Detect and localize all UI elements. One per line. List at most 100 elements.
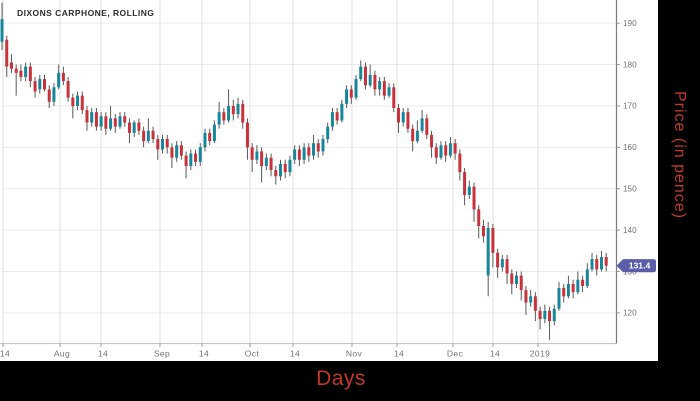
candle-body-down bbox=[463, 172, 467, 195]
candle-body-up bbox=[161, 139, 164, 150]
candle bbox=[33, 76, 37, 98]
candle bbox=[420, 110, 424, 133]
candle-body-down bbox=[94, 112, 98, 127]
candle bbox=[198, 143, 202, 166]
axes: 19018017016015014013012014Aug14Sep14Oct1… bbox=[0, 0, 637, 359]
candle-body-up bbox=[146, 130, 150, 142]
candle-body-down bbox=[562, 288, 566, 297]
candle bbox=[472, 182, 476, 222]
candle bbox=[330, 108, 334, 131]
candle bbox=[373, 70, 377, 96]
candle bbox=[529, 290, 533, 307]
candle-body-down bbox=[28, 66, 32, 82]
candle bbox=[288, 155, 292, 177]
candle bbox=[132, 120, 136, 137]
candlestick-chart: 19018017016015014013012014Aug14Sep14Oct1… bbox=[0, 0, 656, 359]
candle bbox=[227, 89, 231, 123]
candle-body-down bbox=[496, 252, 500, 268]
candle-body-down bbox=[127, 122, 131, 133]
candle-body-up bbox=[321, 139, 325, 152]
candle-body-up bbox=[99, 116, 103, 127]
candle-body-down bbox=[5, 39, 9, 67]
candle-body-down bbox=[472, 186, 476, 210]
candle bbox=[94, 108, 98, 131]
candle-body-down bbox=[241, 103, 245, 123]
candle-body-down bbox=[260, 151, 264, 166]
candle bbox=[562, 283, 566, 303]
candle bbox=[359, 60, 363, 82]
candle bbox=[571, 279, 575, 299]
candle-body-up bbox=[203, 132, 207, 148]
x-tick-label: 14 bbox=[0, 349, 10, 359]
candle-body-up bbox=[279, 163, 282, 177]
candle bbox=[156, 134, 160, 160]
candle-body-down bbox=[142, 130, 146, 142]
candle-body-up bbox=[368, 74, 372, 86]
candle bbox=[170, 143, 174, 169]
candle-body-up bbox=[312, 143, 316, 156]
candle-body-down bbox=[297, 149, 301, 160]
candle-body-down bbox=[85, 110, 89, 123]
candle bbox=[500, 254, 504, 272]
candle bbox=[222, 108, 226, 125]
candle-body-up bbox=[486, 228, 490, 276]
candle bbox=[576, 271, 580, 295]
candle-body-up bbox=[420, 118, 424, 131]
candle bbox=[9, 54, 13, 73]
candle-body-up bbox=[515, 275, 518, 284]
candle-body-up bbox=[378, 81, 382, 90]
y-tick-label: 160 bbox=[623, 143, 637, 152]
candle bbox=[538, 306, 542, 330]
candle bbox=[458, 149, 462, 181]
x-tick-label: 14 bbox=[490, 349, 500, 359]
last-price-tag bbox=[616, 259, 656, 273]
candle-body-down bbox=[316, 143, 320, 152]
candle-body-down bbox=[47, 89, 51, 102]
candle bbox=[345, 85, 349, 109]
candle-body-down bbox=[524, 290, 528, 303]
candle bbox=[61, 66, 65, 86]
candle bbox=[203, 128, 207, 152]
candle-body-down bbox=[510, 273, 514, 284]
candle bbox=[0, 2, 4, 51]
candle-body-down bbox=[104, 116, 108, 129]
candle-body-down bbox=[9, 62, 13, 69]
candle-body-up bbox=[57, 72, 61, 88]
candle bbox=[430, 130, 434, 158]
chart-panel: 19018017016015014013012014Aug14Sep14Oct1… bbox=[0, 0, 658, 361]
x-tick-label: Dec bbox=[447, 349, 464, 359]
candle-body-down bbox=[250, 147, 254, 160]
candle-body-down bbox=[179, 145, 183, 156]
candle bbox=[368, 64, 372, 88]
candle-body-up bbox=[387, 87, 391, 96]
candle-body-up bbox=[175, 145, 179, 158]
candle-body-up bbox=[566, 283, 570, 297]
candle bbox=[510, 269, 514, 295]
candle-body-up bbox=[415, 130, 419, 142]
chart-title: DIXONS CARPHONE, ROLLING bbox=[17, 8, 155, 18]
candle-body-up bbox=[467, 186, 471, 195]
candle bbox=[76, 91, 80, 111]
candle-body-down bbox=[406, 112, 410, 129]
candle bbox=[448, 136, 452, 158]
candle bbox=[326, 122, 330, 144]
candle bbox=[335, 108, 339, 125]
candle bbox=[340, 99, 344, 123]
candle bbox=[80, 91, 84, 115]
candle-body-down bbox=[533, 296, 537, 311]
candle-body-down bbox=[80, 95, 84, 111]
y-axis-title-band: Price (in pence) bbox=[658, 0, 700, 401]
candle-body-down bbox=[156, 139, 160, 150]
x-axis-title-band: Days bbox=[0, 361, 700, 401]
candle bbox=[151, 126, 155, 144]
candle-body-up bbox=[198, 147, 202, 162]
candle bbox=[552, 304, 556, 326]
candle bbox=[217, 101, 221, 129]
candle bbox=[47, 85, 51, 109]
candle bbox=[231, 99, 235, 121]
candle-body-down bbox=[222, 112, 226, 121]
candle-body-up bbox=[0, 19, 4, 42]
gridlines bbox=[2, 0, 617, 344]
candle-body-down bbox=[184, 155, 188, 166]
candle bbox=[283, 159, 287, 179]
